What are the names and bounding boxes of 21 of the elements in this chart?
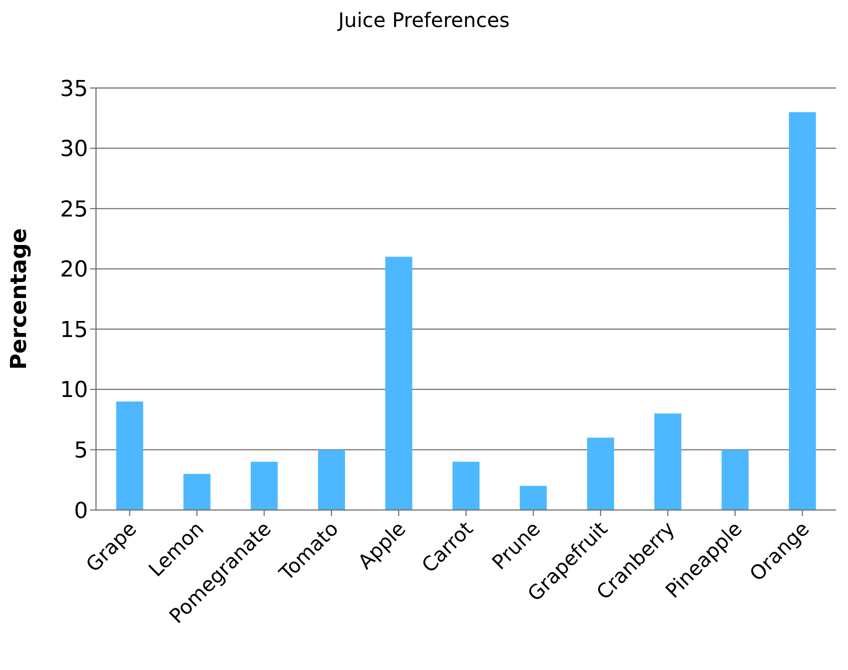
y-tick-label: 20 [60, 258, 88, 283]
bar [116, 401, 144, 510]
y-tick-label: 15 [60, 318, 88, 343]
y-tick-label: 35 [60, 76, 88, 102]
bar [452, 462, 480, 510]
y-tick-label: 10 [60, 378, 88, 404]
bar [183, 474, 210, 510]
bar [587, 438, 614, 510]
bar [722, 450, 749, 510]
y-axis-title: Percentage [6, 228, 32, 370]
bar [385, 256, 412, 510]
bar [788, 112, 816, 510]
y-tick-label: 0 [74, 498, 88, 524]
y-tick-label: 5 [74, 438, 88, 464]
bar [520, 486, 547, 510]
y-tick-label: 30 [60, 137, 88, 162]
bar [654, 414, 682, 510]
bar [250, 462, 278, 510]
chart-title: Juice Preferences [336, 8, 511, 34]
bar [318, 450, 345, 510]
y-tick-label: 25 [60, 197, 88, 222]
